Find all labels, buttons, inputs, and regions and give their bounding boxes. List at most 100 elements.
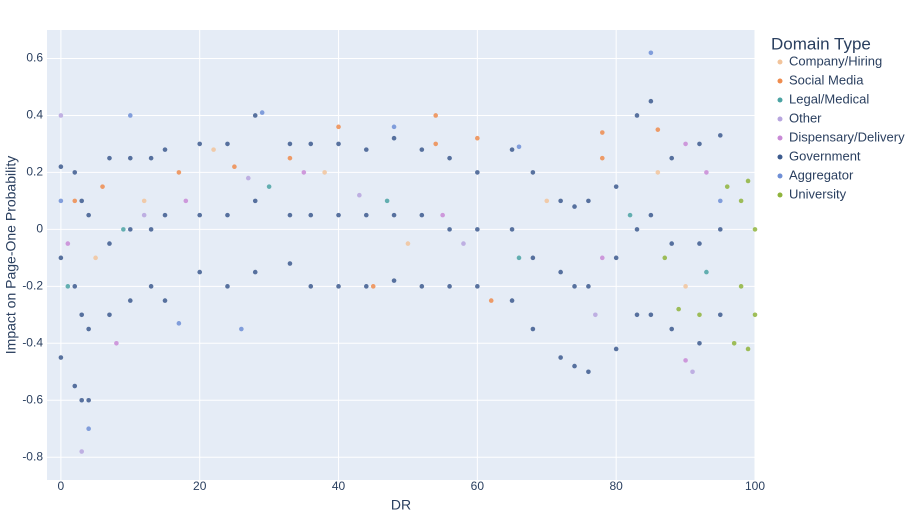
point	[648, 212, 654, 218]
point	[634, 227, 640, 232]
point	[197, 141, 203, 147]
point	[176, 321, 182, 326]
point	[669, 155, 675, 161]
point	[239, 326, 244, 332]
x-axis-title: DR	[391, 497, 411, 513]
legend-label: Company/Hiring	[789, 53, 882, 68]
legend-label: University	[789, 186, 847, 201]
point	[419, 212, 425, 218]
point	[440, 212, 445, 218]
x-tick-label: 20	[193, 479, 207, 493]
point	[488, 298, 494, 303]
point	[717, 312, 723, 318]
x-tick-label: 100	[745, 479, 765, 493]
legend-label: Other	[789, 110, 822, 125]
point	[176, 170, 182, 175]
point	[336, 141, 341, 147]
point	[336, 124, 341, 130]
point	[127, 155, 133, 161]
point	[447, 155, 452, 161]
point	[308, 141, 314, 147]
point	[287, 212, 293, 218]
point	[593, 312, 598, 318]
x-tick-label: 0	[58, 479, 65, 493]
point	[690, 369, 695, 375]
legend-marker	[777, 192, 783, 198]
y-axis-title: Impact on Page-One Probability	[3, 156, 19, 354]
legend-label: Dispensary/Delivery	[789, 129, 905, 144]
point	[572, 284, 577, 289]
point	[669, 241, 675, 246]
point	[613, 346, 619, 352]
point	[717, 227, 723, 232]
point	[662, 255, 668, 261]
point	[58, 255, 64, 261]
y-tick-label: -0.2	[22, 279, 43, 293]
point	[86, 326, 91, 332]
y-tick-label: 0.6	[26, 51, 43, 65]
point	[58, 113, 64, 118]
point	[370, 284, 376, 289]
legend-marker	[777, 78, 783, 84]
point	[58, 164, 64, 170]
legend-label: Social Media	[789, 72, 864, 87]
point	[162, 147, 168, 152]
point	[79, 449, 85, 454]
point	[107, 241, 112, 246]
point	[683, 358, 688, 363]
y-tick-label: -0.4	[22, 335, 43, 349]
point	[648, 312, 654, 318]
point	[252, 113, 258, 118]
point	[697, 340, 702, 346]
legend-label: Aggregator	[789, 167, 854, 182]
point	[72, 198, 78, 204]
point	[245, 175, 251, 181]
point	[391, 212, 397, 218]
point	[655, 170, 661, 175]
point	[530, 326, 536, 332]
point	[86, 212, 91, 218]
point	[475, 135, 480, 141]
point	[141, 198, 147, 204]
point	[731, 340, 737, 346]
point	[530, 255, 536, 261]
y-tick-label: 0	[36, 222, 43, 236]
point	[72, 170, 78, 175]
point	[669, 326, 675, 332]
point	[225, 212, 230, 218]
point	[516, 255, 522, 261]
point	[114, 340, 119, 346]
point	[648, 98, 654, 104]
point	[676, 306, 681, 312]
point	[613, 255, 619, 261]
point	[738, 198, 744, 204]
legend-marker	[777, 173, 783, 179]
point	[717, 133, 723, 138]
point	[447, 227, 452, 232]
point	[148, 155, 154, 161]
point	[79, 397, 85, 403]
point	[599, 155, 605, 161]
point	[162, 298, 168, 303]
point	[724, 184, 730, 189]
point	[107, 155, 112, 161]
point	[141, 212, 147, 218]
point	[433, 113, 439, 118]
point	[65, 284, 71, 289]
point	[516, 144, 522, 150]
point	[697, 241, 702, 246]
legend-marker	[777, 59, 783, 65]
plot-area	[47, 30, 755, 480]
point	[252, 198, 258, 204]
point	[79, 312, 85, 318]
point	[704, 170, 709, 175]
point	[162, 212, 168, 218]
point	[308, 284, 314, 289]
point	[752, 227, 758, 232]
point	[509, 147, 515, 152]
legend-label: Legal/Medical	[789, 91, 869, 106]
point	[58, 198, 64, 204]
point	[357, 192, 362, 198]
point	[461, 241, 466, 246]
